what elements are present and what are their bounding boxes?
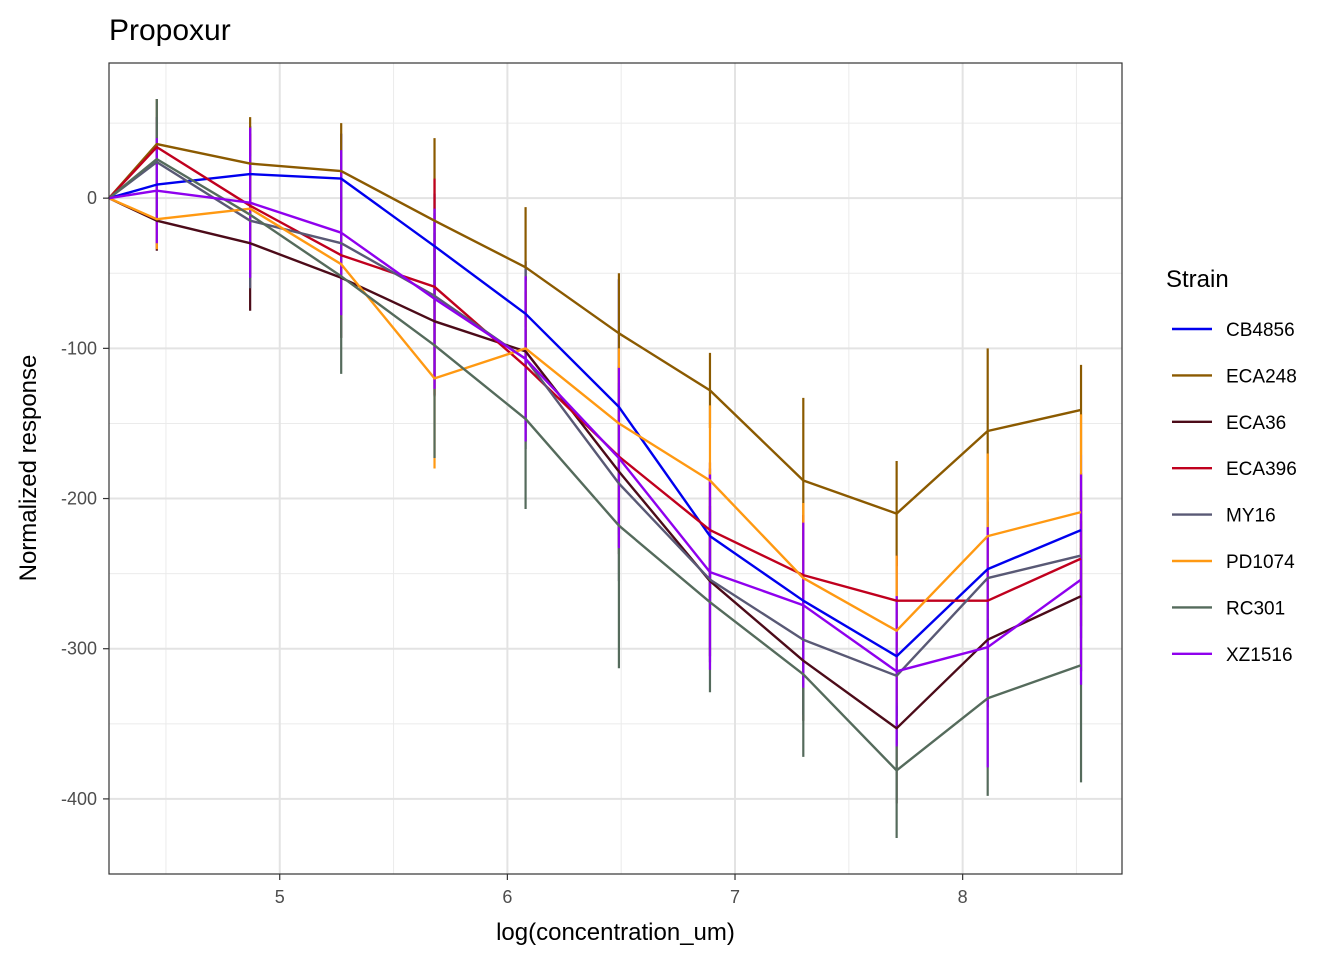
y-tick-label: -400 [61,789,97,809]
series-line-PD1074 [108,197,1082,632]
legend: Strain CB4856 ECA248 ECA36 ECA396 MY16 PD1074… [1166,266,1297,666]
x-axis: 5 6 7 8 [275,874,968,907]
chart-title: Propoxur [109,14,231,47]
y-tick-label: -100 [61,338,97,358]
series-line-CB4856 [108,172,1082,658]
legend-label-PD1074: PD1074 [1226,552,1295,573]
legend-label-RC301: RC301 [1226,598,1285,619]
series-line-XZ1516 [108,189,1082,673]
legend-label-ECA248: ECA248 [1226,366,1297,387]
y-axis-title: Normalized response [15,355,42,582]
legend-title: Strain [1166,266,1229,293]
series-line-MY16 [108,160,1082,677]
grid-major [109,63,1122,874]
legend-label-ECA36: ECA36 [1226,413,1286,434]
y-tick-label: 0 [87,188,97,208]
legend-label-ECA396: ECA396 [1226,459,1297,480]
plot-panel-border [108,62,1123,875]
x-tick-label: 6 [502,887,512,907]
legend-label-MY16: MY16 [1226,506,1276,527]
series-lines [108,142,1082,772]
x-tick-label: 5 [275,887,285,907]
series-line-RC301 [108,157,1082,772]
legend-label-CB4856: CB4856 [1226,320,1295,341]
x-tick-label: 7 [730,887,740,907]
series-line-ECA248 [108,142,1082,515]
legend-label-XZ1516: XZ1516 [1226,645,1293,666]
y-tick-label: -200 [61,489,97,509]
y-axis: 0 -100 -200 -300 -400 [61,188,109,809]
x-axis-title: log(concentration_um) [496,919,735,946]
x-tick-label: 8 [958,887,968,907]
y-tick-label: -300 [61,639,97,659]
series-line-ECA396 [108,145,1082,602]
error-bars [155,99,1083,838]
